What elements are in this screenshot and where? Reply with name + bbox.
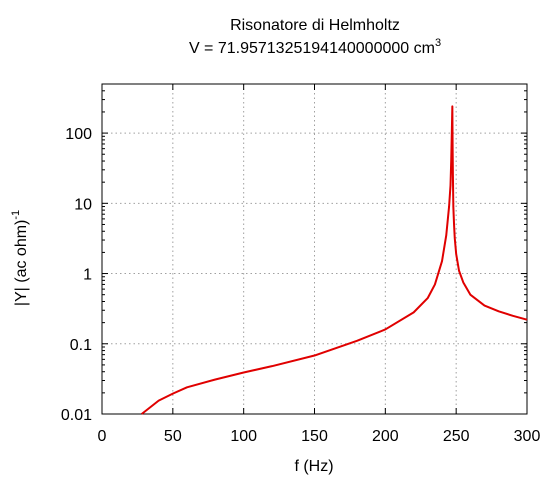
y-axis-label-text: |Y| (ac ohm) bbox=[13, 220, 30, 307]
tick-marks bbox=[101, 84, 528, 415]
x-tick-label: 150 bbox=[301, 428, 328, 445]
x-tick-label: 200 bbox=[372, 428, 399, 445]
y-tick-label: 1 bbox=[83, 267, 92, 284]
y-tick-label: 10 bbox=[74, 196, 92, 213]
y-tick-label: 0.1 bbox=[70, 337, 92, 354]
chart-subtitle: V = 71.9571325194140000000 cm3 bbox=[189, 37, 441, 57]
x-tick-label: 50 bbox=[164, 428, 182, 445]
x-tick-label: 250 bbox=[443, 428, 470, 445]
y-tick-label: 100 bbox=[65, 126, 92, 143]
x-tick-labels: 0 50 100 150 200 250 300 bbox=[98, 428, 541, 445]
y-tick-label: 0.01 bbox=[61, 407, 92, 424]
series-line-0 bbox=[141, 105, 528, 415]
chart-title: Risonatore di Helmholtz bbox=[230, 17, 400, 34]
grid-lines bbox=[102, 84, 527, 414]
x-tick-label: 0 bbox=[98, 428, 107, 445]
x-axis-label: f (Hz) bbox=[294, 458, 333, 475]
y-tick-labels: 0.01 0.1 1 10 100 bbox=[61, 126, 92, 424]
y-axis-label-sup: -1 bbox=[10, 210, 22, 220]
chart-subtitle-sup: 3 bbox=[435, 37, 441, 49]
chart-subtitle-text: V = 71.9571325194140000000 cm bbox=[189, 40, 435, 57]
y-axis-label: |Y| (ac ohm)-1 bbox=[10, 210, 30, 306]
x-tick-label: 100 bbox=[230, 428, 257, 445]
x-tick-label: 300 bbox=[514, 428, 541, 445]
